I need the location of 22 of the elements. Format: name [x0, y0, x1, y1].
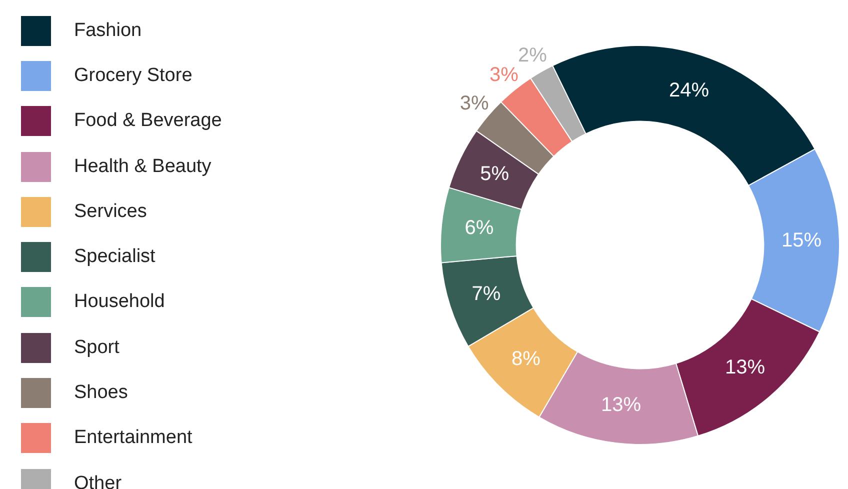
legend-label: Food & Beverage [74, 110, 222, 132]
data-label: 3% [460, 92, 489, 115]
data-label: 7% [472, 282, 501, 305]
legend-label: Entertainment [74, 427, 192, 450]
legend-label: Shoes [74, 382, 128, 404]
legend-label: Health & Beauty [74, 156, 212, 178]
data-label: 8% [511, 348, 541, 370]
legend-label: Other [74, 472, 122, 489]
data-label: 2% [518, 44, 548, 66]
data-label: 24% [668, 80, 710, 102]
data-label: 13% [725, 356, 766, 378]
data-label: 13% [601, 394, 642, 416]
data-label: 3% [489, 64, 519, 86]
legend-label: Services [74, 200, 147, 223]
legend-label: Grocery Store [74, 64, 192, 87]
legend-label: Specialist [74, 246, 156, 268]
data-label: 6% [464, 217, 494, 240]
legend-label: Household [74, 291, 165, 314]
data-label: 5% [480, 163, 510, 186]
data-label: 15% [782, 229, 822, 252]
legend-label: Fashion [74, 20, 142, 42]
legend-label: Sport [74, 336, 120, 359]
